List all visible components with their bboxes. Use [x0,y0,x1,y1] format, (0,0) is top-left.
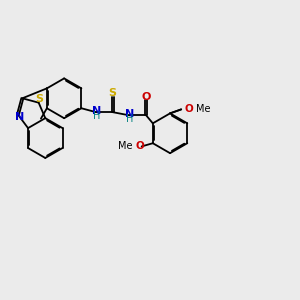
Text: H: H [126,114,134,124]
Text: Me: Me [118,141,133,152]
Text: O: O [185,104,194,114]
Text: O: O [142,92,151,102]
Text: S: S [35,94,44,104]
Text: N: N [125,109,134,119]
Text: O: O [135,141,144,152]
Text: S: S [109,88,117,98]
Text: N: N [92,106,101,116]
Text: Me: Me [196,104,211,114]
Text: N: N [14,112,24,122]
Text: H: H [93,111,100,121]
